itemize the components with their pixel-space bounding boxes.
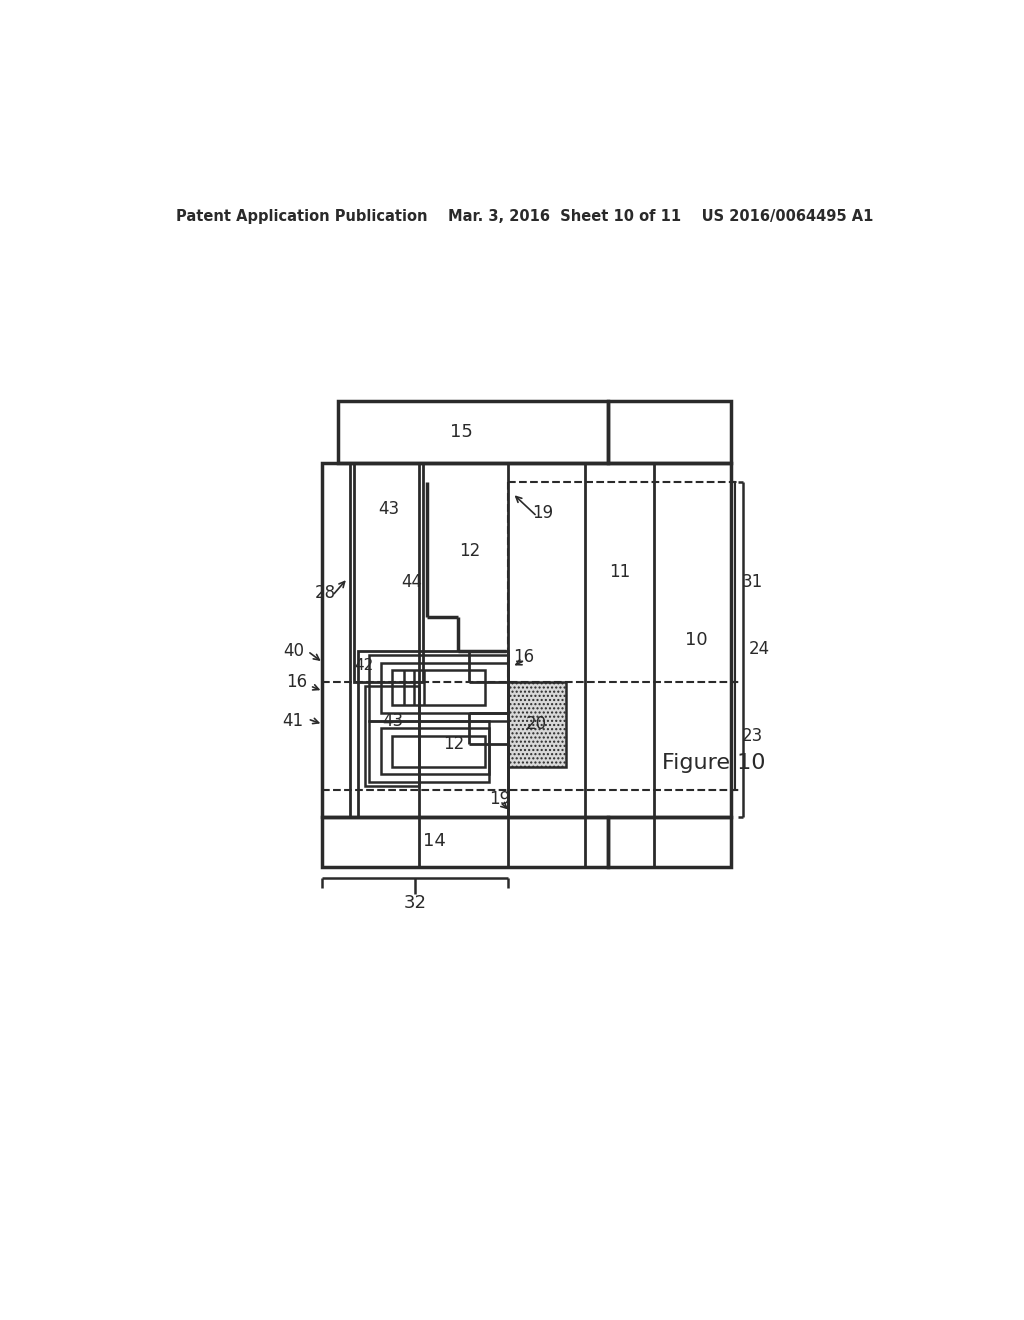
Text: 32: 32 <box>403 894 426 912</box>
Bar <box>608 817 731 867</box>
Text: 43: 43 <box>378 500 399 517</box>
Text: 40: 40 <box>283 643 304 660</box>
Text: 28: 28 <box>314 585 336 602</box>
Bar <box>370 655 508 721</box>
Text: 10: 10 <box>685 631 708 648</box>
Text: 20: 20 <box>525 715 547 734</box>
Bar <box>354 462 423 682</box>
Bar <box>508 682 565 767</box>
Text: 43: 43 <box>382 711 402 730</box>
Text: 41: 41 <box>283 711 304 730</box>
Bar <box>381 729 488 775</box>
Text: 12: 12 <box>443 735 465 752</box>
Text: 12: 12 <box>459 543 480 560</box>
Text: 19: 19 <box>531 504 553 521</box>
Text: 16: 16 <box>287 673 307 690</box>
Text: 11: 11 <box>609 562 630 581</box>
Bar <box>339 401 608 462</box>
Text: 23: 23 <box>741 727 763 744</box>
Text: 16: 16 <box>513 648 534 667</box>
Text: 42: 42 <box>354 659 374 673</box>
Text: 15: 15 <box>451 422 473 441</box>
Text: 14: 14 <box>423 833 446 850</box>
Bar <box>322 817 608 867</box>
Bar <box>381 663 508 713</box>
Bar <box>608 401 731 462</box>
Text: 31: 31 <box>741 573 763 591</box>
Bar <box>370 721 488 781</box>
Text: 19: 19 <box>489 791 511 808</box>
Bar <box>322 462 731 817</box>
Text: 24: 24 <box>750 640 770 657</box>
Bar <box>392 671 484 705</box>
Text: Figure 10: Figure 10 <box>662 752 765 772</box>
Text: Patent Application Publication    Mar. 3, 2016  Sheet 10 of 11    US 2016/006449: Patent Application Publication Mar. 3, 2… <box>176 209 873 223</box>
Bar <box>357 651 508 817</box>
Bar <box>392 737 484 767</box>
Text: 44: 44 <box>401 573 422 591</box>
Bar <box>366 686 419 785</box>
